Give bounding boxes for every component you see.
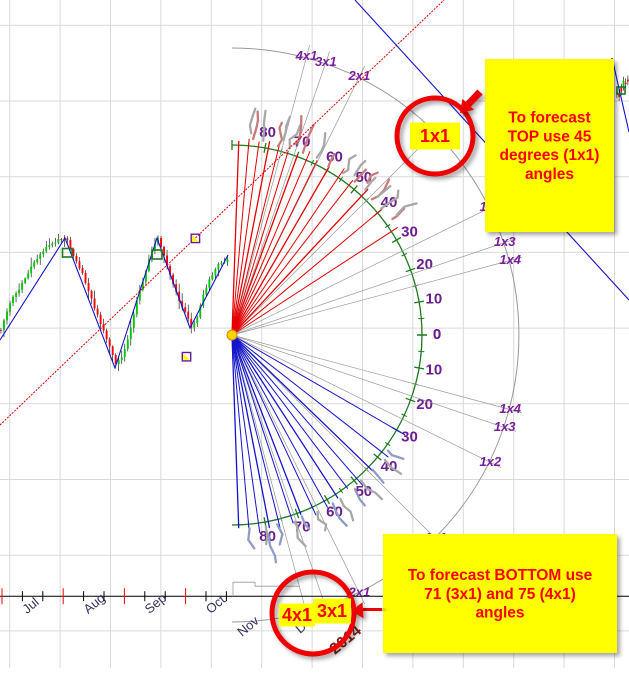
svg-text:1x3: 1x3 xyxy=(494,419,516,434)
svg-text:30: 30 xyxy=(401,223,418,240)
svg-text:1x4: 1x4 xyxy=(499,401,521,416)
svg-text:71 (3x1) and 75 (4x1): 71 (3x1) and 75 (4x1) xyxy=(424,586,576,603)
svg-text:1x3: 1x3 xyxy=(494,234,516,249)
svg-text:3x1: 3x1 xyxy=(315,54,337,69)
svg-text:1x1: 1x1 xyxy=(420,126,450,146)
svg-text:4x1: 4x1 xyxy=(282,605,312,625)
svg-text:angles: angles xyxy=(475,605,524,622)
svg-text:To forecast: To forecast xyxy=(508,109,590,126)
svg-text:30: 30 xyxy=(401,428,418,445)
svg-text:80: 80 xyxy=(259,124,276,141)
svg-text:TOP use 45: TOP use 45 xyxy=(508,128,592,145)
svg-text:20: 20 xyxy=(416,256,433,273)
svg-text:10: 10 xyxy=(426,290,443,307)
svg-text:3x1: 3x1 xyxy=(317,601,347,621)
svg-text:4x1: 4x1 xyxy=(295,48,318,63)
svg-text:2x1: 2x1 xyxy=(348,68,371,83)
svg-text:10: 10 xyxy=(426,362,443,379)
svg-text:1x2: 1x2 xyxy=(479,454,501,469)
svg-text:degrees (1x1): degrees (1x1) xyxy=(500,147,600,164)
svg-text:1x4: 1x4 xyxy=(499,252,521,267)
svg-text:0: 0 xyxy=(433,326,441,343)
svg-text:To forecast BOTTOM use: To forecast BOTTOM use xyxy=(408,567,593,584)
svg-text:angles: angles xyxy=(525,166,574,183)
